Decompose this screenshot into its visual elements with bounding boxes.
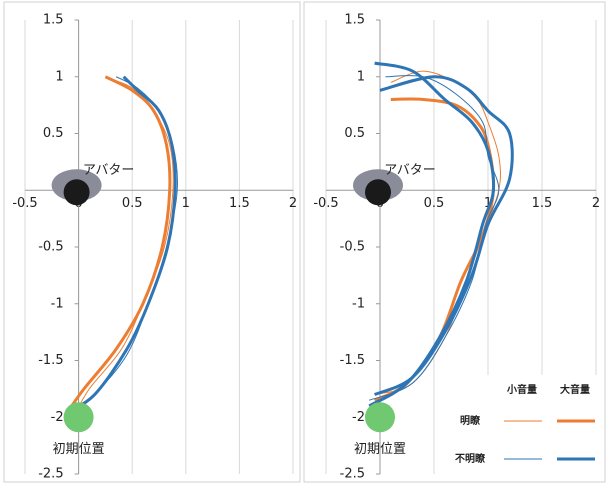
- y-tick-label: -0.5: [38, 240, 63, 255]
- y-tick-label: 1.5: [344, 13, 365, 28]
- x-tick-label: 0.5: [122, 196, 143, 211]
- y-tick-label: -1: [51, 296, 64, 311]
- start-marker: [64, 402, 94, 432]
- annotation: アバター: [384, 163, 435, 178]
- annotation: アバター: [83, 163, 134, 178]
- trajectory: [73, 79, 173, 417]
- avatar-head: [365, 179, 391, 205]
- x-tick-label: 0.5: [424, 196, 445, 211]
- y-tick-label: -1: [352, 296, 365, 311]
- y-tick-label: -2.5: [38, 467, 63, 482]
- trajectory: [375, 77, 513, 395]
- avatar-head: [64, 179, 90, 205]
- y-tick-label: -2.5: [340, 467, 365, 482]
- y-tick-label: 0.5: [43, 126, 64, 141]
- annotation: 初期位置: [53, 442, 105, 457]
- x-tick-label: 2: [289, 196, 297, 211]
- x-tick-label: -0.5: [313, 196, 338, 211]
- y-tick-label: 0.5: [344, 126, 365, 141]
- annotation: 初期位置: [354, 442, 406, 457]
- y-tick-label: -2: [352, 410, 365, 425]
- x-tick-label: 1.5: [532, 196, 553, 211]
- legend-column: 大音量: [560, 383, 590, 396]
- legend-column: 小音量: [506, 383, 537, 396]
- x-tick-label: 2: [592, 196, 600, 211]
- y-tick-label: -2: [51, 410, 64, 425]
- trajectory: [68, 77, 175, 412]
- x-tick-label: 1: [182, 196, 190, 211]
- y-tick-label: 1: [55, 69, 63, 84]
- y-tick-label: 1.5: [43, 13, 64, 28]
- start-marker: [365, 402, 395, 432]
- legend-row: 不明瞭: [455, 452, 486, 465]
- chart: -0.500.511.52-2.5-2-1.5-1-0.500.511.5アバタ…: [0, 0, 607, 484]
- y-tick-label: -1.5: [340, 353, 365, 368]
- x-tick-label: 1.5: [229, 196, 250, 211]
- x-tick-label: -0.5: [12, 196, 37, 211]
- y-tick-label: -0.5: [340, 240, 365, 255]
- legend-row: 明瞭: [460, 414, 481, 427]
- y-tick-label: 1: [357, 69, 365, 84]
- y-tick-label: -1.5: [38, 353, 63, 368]
